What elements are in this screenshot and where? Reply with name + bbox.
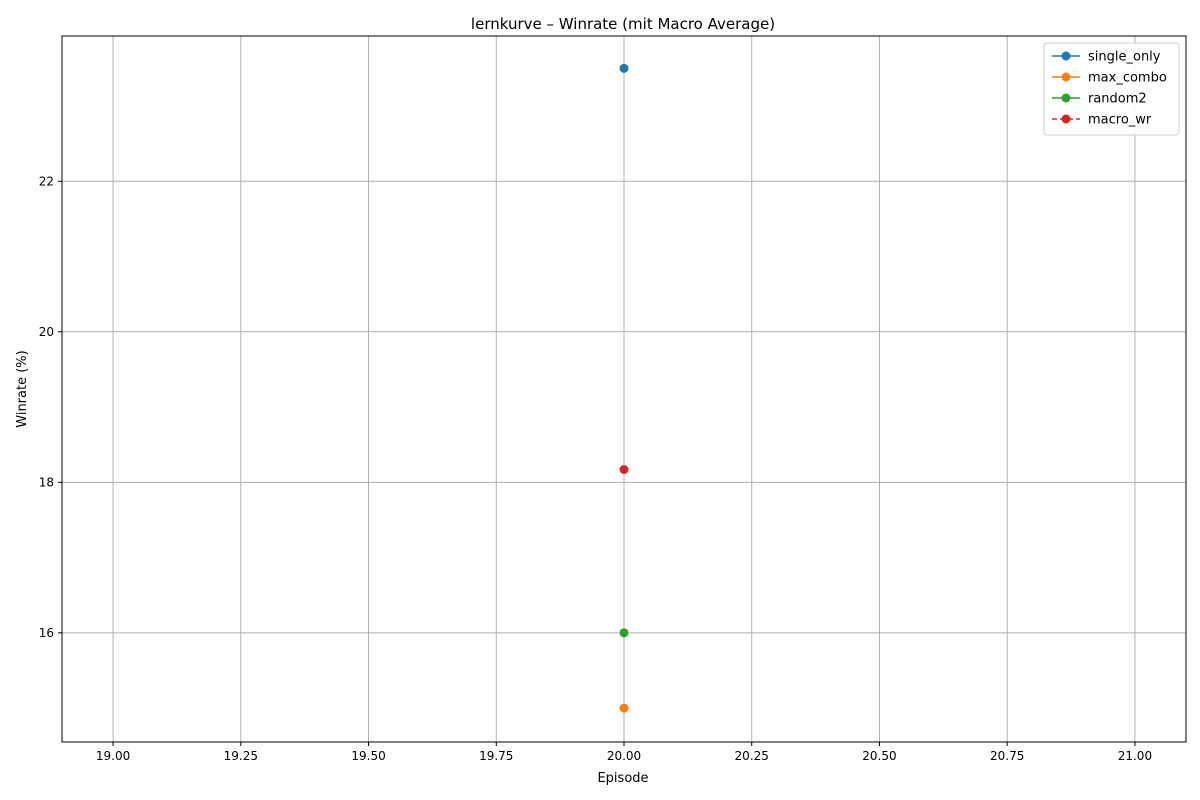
y-tick-label: 20 [39,325,54,339]
data-point-max_combo [619,703,629,713]
legend-label-single_only: single_only [1088,50,1161,65]
legend-marker-random2 [1061,93,1071,103]
x-tick-label: 19.50 [351,749,385,763]
legend-marker-single_only [1061,51,1071,61]
x-tick-label: 21.00 [1118,749,1152,763]
legend-label-random2: random2 [1088,92,1147,107]
data-point-single_only [619,63,629,73]
plot-frame [61,35,1187,743]
legend-marker-max_combo [1061,72,1071,82]
x-tick-label: 19.00 [96,749,130,763]
legend-label-macro_wr: macro_wr [1088,113,1152,128]
chart-title: lernkurve – Winrate (mit Macro Average) [471,15,775,33]
data-point-random2 [619,628,629,638]
x-tick-label: 20.50 [862,749,896,763]
legend: single_only max_combo random2 macro_wr [1043,42,1180,136]
legend-box [1043,42,1180,136]
grid [62,36,1186,742]
x-tick-label: 19.75 [479,749,513,763]
y-tick-label: 16 [39,626,54,640]
x-tick-label: 19.25 [224,749,258,763]
x-tick-label: 20.00 [607,749,641,763]
y-tick-label: 22 [39,174,54,188]
data-point-macro_wr [619,465,629,475]
x-axis-ticks: 19.00 19.25 19.50 19.75 20.00 20.25 20.50 20.75… [96,742,1152,763]
y-tick-label: 18 [39,475,54,489]
legend-label-max_combo: max_combo [1088,71,1167,86]
x-tick-label: 20.25 [735,749,769,763]
y-axis-ticks: 16 18 20 22 [39,174,62,640]
x-axis-label: Episode [597,771,648,786]
x-tick-label: 20.75 [990,749,1024,763]
series-layer [619,63,629,713]
legend-marker-macro_wr [1061,114,1071,124]
y-axis-label: Winrate (%) [15,350,30,427]
